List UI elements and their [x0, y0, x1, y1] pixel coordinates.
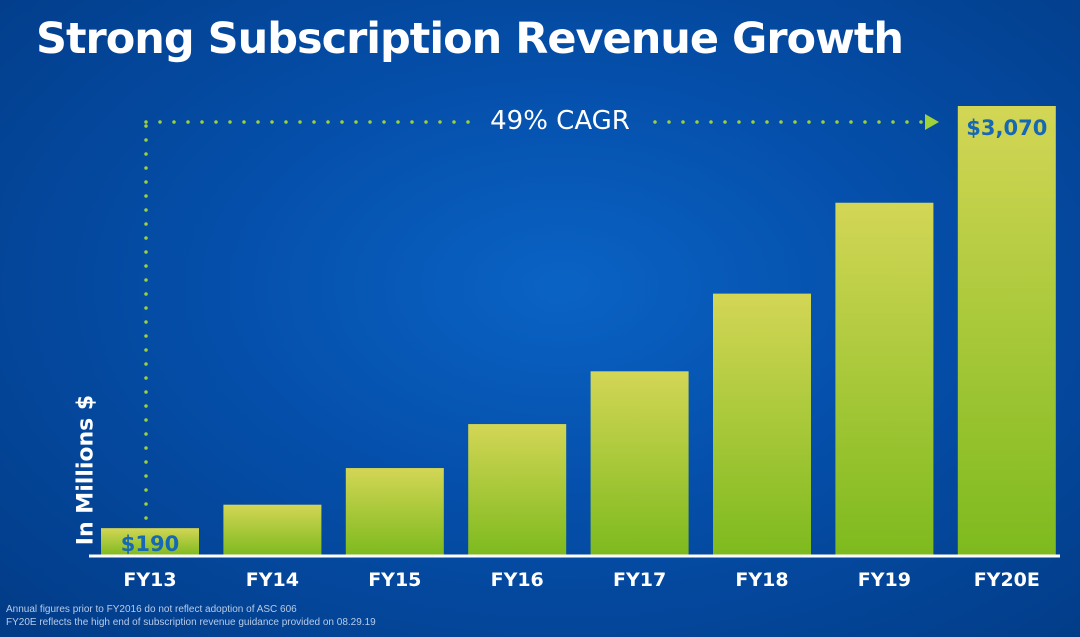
- cagr-arrow-head-icon: [925, 114, 939, 130]
- x-tick-fy14: FY14: [246, 569, 299, 591]
- bars-group: [101, 106, 1056, 556]
- x-tick-fy15: FY15: [368, 569, 421, 591]
- x-tick-fy18: FY18: [735, 569, 788, 591]
- y-axis-label: In Millions $: [73, 394, 99, 546]
- footnote-1: Annual figures prior to FY2016 do not re…: [6, 604, 297, 615]
- cagr-dotted-lines: [144, 114, 939, 520]
- data-labels: $190 $3,070: [121, 116, 1048, 556]
- x-tick-fy20e: FY20E: [974, 569, 1040, 591]
- bar-fy15: [345, 468, 444, 556]
- data-label-fy20e: $3,070: [966, 116, 1047, 140]
- bar-fy17: [590, 371, 689, 556]
- bar-fy19: [835, 202, 934, 556]
- bar-fy18: [713, 293, 811, 556]
- bar-fy20e: [957, 106, 1056, 556]
- x-tick-fy19: FY19: [858, 569, 911, 591]
- bar-fy13: [101, 528, 199, 556]
- bar-fy14: [223, 504, 322, 556]
- bar-fy16: [468, 424, 567, 556]
- x-tick-labels: FY13 FY14 FY15 FY16 FY17 FY18 FY19 FY20E: [123, 569, 1039, 591]
- slide-title: Strong Subscription Revenue Growth: [36, 14, 904, 64]
- x-tick-fy16: FY16: [491, 569, 544, 591]
- x-tick-fy17: FY17: [613, 569, 666, 591]
- footnote-2: FY20E reflects the high end of subscript…: [6, 617, 376, 628]
- data-label-fy13: $190: [121, 532, 179, 556]
- cagr-annotation: 49% CAGR: [490, 106, 630, 136]
- x-tick-fy13: FY13: [123, 569, 176, 591]
